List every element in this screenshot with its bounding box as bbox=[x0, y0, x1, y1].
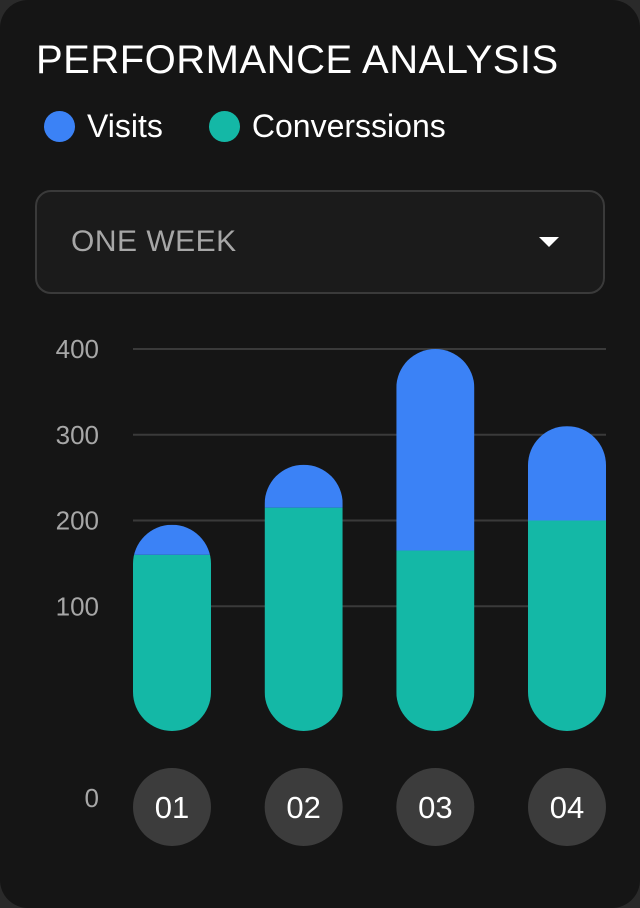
bar-segment-visits bbox=[396, 349, 475, 551]
legend-label-conversions: Converssions bbox=[251, 108, 446, 144]
category-label: 04 bbox=[550, 790, 584, 825]
page-title: PERFORMANCE ANALYSIS bbox=[36, 38, 559, 82]
bar-segment-conversions bbox=[133, 554, 211, 731]
category-label: 01 bbox=[155, 790, 189, 825]
legend-label-visits: Visits bbox=[87, 108, 163, 144]
y-tick-label: 100 bbox=[56, 591, 99, 621]
bar-segment-visits bbox=[264, 464, 343, 508]
y-tick-label: 0 bbox=[85, 783, 99, 813]
chevron-down-icon[interactable] bbox=[539, 237, 559, 247]
bar-chart: 0 100 200 300 400 01 02 03 04 bbox=[56, 334, 606, 846]
legend-dot-conversions bbox=[208, 111, 240, 142]
category-chip bbox=[133, 768, 211, 846]
y-tick-label: 300 bbox=[56, 420, 99, 450]
bar-segment-visits bbox=[528, 426, 606, 521]
y-tick-label: 200 bbox=[56, 506, 99, 536]
category-chip bbox=[528, 768, 606, 846]
legend-item-visits: Visits bbox=[44, 108, 163, 145]
bar-segment-conversions bbox=[396, 550, 475, 731]
period-dropdown[interactable]: ONE WEEK bbox=[35, 190, 605, 294]
category-chip bbox=[396, 768, 475, 846]
period-dropdown-value: ONE WEEK bbox=[71, 225, 237, 258]
bar-segment-visits bbox=[133, 524, 211, 555]
bar-segment-conversions bbox=[528, 520, 606, 731]
legend-dot-visits bbox=[44, 111, 75, 142]
category-label: 02 bbox=[286, 790, 320, 825]
category-label: 03 bbox=[418, 790, 452, 825]
y-tick-label: 400 bbox=[56, 334, 99, 364]
chart-legend: Visits Converssions bbox=[44, 108, 446, 145]
category-chip bbox=[264, 768, 343, 846]
bar-segment-conversions bbox=[264, 507, 343, 731]
legend-item-conversions: Converssions bbox=[208, 108, 446, 145]
